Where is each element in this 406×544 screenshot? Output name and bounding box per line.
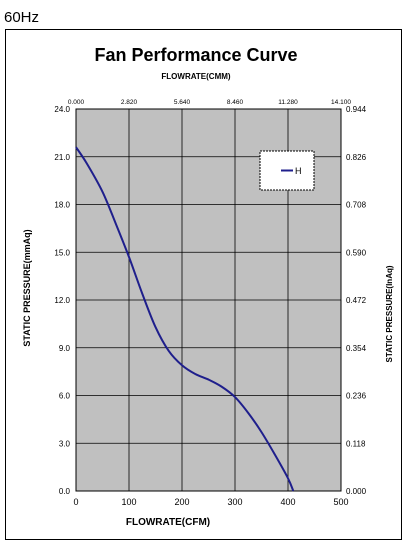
x-tick-label: 100 [121, 497, 136, 507]
y-tick-label: 15.0 [54, 248, 70, 257]
y-tick-label: 9.0 [59, 344, 71, 353]
legend: H [259, 150, 315, 191]
legend-box [259, 150, 315, 191]
x2-tick-label: 14.100 [331, 99, 351, 106]
y2-tick-label: 0.944 [346, 105, 367, 114]
y2-axis-label: STATIC PRESSURE(InAq) [385, 265, 394, 362]
y-tick-label: 24.0 [54, 105, 70, 114]
x2-axis-label: FLOWRATE(CMM) [161, 72, 231, 81]
chart-frame: Fan Performance Curve FLOWRATE(CMM) 0 100… [5, 29, 402, 540]
y2-tick-label: 0.354 [346, 344, 367, 353]
y2-tick-label: 0.236 [346, 392, 367, 401]
x2-tick-label: 8.460 [227, 99, 244, 106]
x-tick-label: 400 [280, 497, 295, 507]
x2-tick-label: 2.820 [121, 99, 138, 106]
series-line-h [75, 146, 295, 492]
y-tick-label: 0.0 [59, 487, 71, 496]
y-axis-label: STATIC PRESSURE(mmAq) [22, 229, 32, 346]
y-tick-label: 6.0 [59, 392, 71, 401]
chart-title: Fan Performance Curve [94, 45, 297, 65]
y2-tick-label: 0.000 [346, 487, 367, 496]
y2-tick-label: 0.590 [346, 248, 367, 257]
x-tick-label: 200 [174, 497, 189, 507]
y-tick-label: 18.0 [54, 201, 70, 210]
y2-tick-label: 0.708 [346, 201, 367, 210]
x2-tick-label: 11.280 [278, 99, 298, 106]
x-tick-label: 300 [227, 497, 242, 507]
grid-lines [76, 109, 341, 491]
y-tick-label: 3.0 [59, 439, 71, 448]
y2-tick-label: 0.472 [346, 296, 367, 305]
x-tick-label: 500 [333, 497, 348, 507]
x-axis-label: FLOWRATE(CFM) [126, 517, 210, 528]
x2-tick-label: 0.000 [68, 99, 85, 106]
fan-performance-chart: Fan Performance Curve FLOWRATE(CMM) 0 100… [22, 45, 394, 528]
y-tick-label: 21.0 [54, 153, 70, 162]
x-tick-label: 0 [73, 497, 78, 507]
y2-tick-label: 0.118 [346, 439, 366, 448]
legend-label-h: H [295, 166, 302, 176]
frequency-label: 60Hz [4, 9, 40, 26]
y-tick-label: 12.0 [54, 296, 70, 305]
y2-tick-label: 0.826 [346, 153, 367, 162]
x2-tick-label: 5.640 [174, 99, 191, 106]
